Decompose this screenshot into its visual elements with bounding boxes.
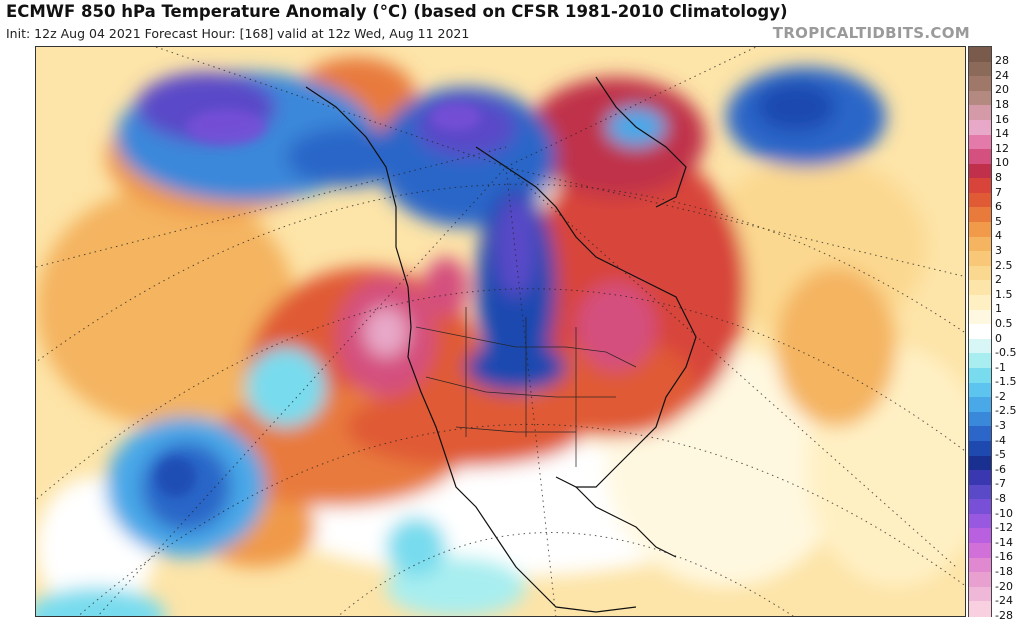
colorbar-tick-label: -24 — [995, 594, 1013, 608]
colorbar-swatch — [969, 353, 991, 369]
colorbar-swatch — [969, 426, 991, 442]
colorbar-tick-label: 16 — [995, 112, 1009, 126]
colorbar-swatch — [969, 134, 991, 150]
colorbar-swatch — [969, 192, 991, 209]
colorbar-tick-label: 18 — [995, 98, 1009, 112]
colorbar-tick-label: -1 — [995, 360, 1006, 374]
colorbar-swatch — [969, 265, 991, 282]
colorbar-tick-label: 6 — [995, 200, 1002, 214]
colorbar-swatch — [969, 324, 991, 340]
colorbar-tick-label: 4 — [995, 229, 1002, 243]
map-title: ECMWF 850 hPa Temperature Anomaly (°C) (… — [6, 2, 788, 21]
colorbar-swatch — [969, 178, 991, 194]
anomaly-map — [35, 46, 966, 617]
colorbar-tick-label: -12 — [995, 521, 1013, 535]
colorbar-tick-label: -10 — [995, 506, 1013, 520]
colorbar-tick-label: -8 — [995, 491, 1006, 505]
colorbar-tick-label: -7 — [995, 477, 1006, 491]
colorbar-swatch — [969, 295, 991, 311]
colorbar-tick-label: -20 — [995, 579, 1013, 593]
colorbar-tick-label: -1.5 — [995, 375, 1017, 389]
colorbar-tick-label: -3 — [995, 419, 1006, 433]
colorbar-swatch — [969, 557, 991, 573]
colorbar-swatch — [969, 222, 991, 238]
map-canvas — [36, 47, 965, 616]
site-watermark: TROPICALTIDBITS.COM — [772, 24, 970, 42]
colorbar-swatch — [969, 513, 991, 530]
colorbar-swatch — [969, 309, 991, 325]
colorbar-tick-label: 20 — [995, 83, 1009, 97]
colorbar-tick-label: -28 — [995, 608, 1013, 622]
colorbar-swatch — [969, 411, 991, 427]
colorbar-swatch — [969, 484, 991, 500]
color-scale-labels: 28 24 20 18 16 14 12 10 8 7 6 5 4 3 2.5 2 1.5 1 0.5 0 -0.5 -1… — [995, 46, 1024, 621]
colorbar-swatch — [969, 528, 991, 544]
colorbar-tick-label: 0 — [995, 331, 1002, 345]
colorbar-swatch — [969, 586, 991, 602]
colorbar-swatch — [969, 440, 991, 457]
colorbar-swatch — [969, 76, 991, 92]
colorbar-swatch — [969, 47, 991, 63]
colorbar-tick-label: -14 — [995, 535, 1013, 549]
colorbar-swatch — [969, 382, 991, 398]
colorbar-swatch — [969, 572, 991, 588]
colorbar-tick-label: -16 — [995, 550, 1013, 564]
colorbar-swatch — [969, 338, 991, 354]
colorbar-tick-label: 7 — [995, 185, 1002, 199]
colorbar-swatch — [969, 397, 991, 413]
forecast-info: Init: 12z Aug 04 2021 Forecast Hour: [16… — [6, 26, 470, 41]
colorbar-swatch — [969, 61, 991, 77]
coastlines — [305, 76, 697, 613]
colorbar-swatch — [969, 149, 991, 165]
colorbar-tick-label: 1.5 — [995, 287, 1013, 301]
colorbar-tick-label: 5 — [995, 214, 1002, 228]
colorbar-tick-label: 8 — [995, 171, 1002, 184]
colorbar-swatch — [969, 601, 991, 617]
colorbar-swatch — [969, 119, 991, 136]
colorbar-tick-label: 2.5 — [995, 258, 1013, 272]
colorbar-swatch — [969, 543, 991, 559]
colorbar-tick-label: 3 — [995, 243, 1002, 257]
colorbar-swatch — [969, 280, 991, 296]
colorbar-tick-label: -2.5 — [995, 404, 1017, 418]
colorbar-tick-label: -6 — [995, 462, 1006, 476]
colorbar-tick-label: -2 — [995, 389, 1006, 403]
colorbar-tick-label: 1 — [995, 302, 1002, 316]
graticule — [36, 47, 965, 616]
colorbar-swatch — [969, 207, 991, 223]
colorbar-tick-label: 24 — [995, 68, 1009, 82]
borders — [415, 307, 637, 467]
colorbar-swatch — [969, 499, 991, 515]
colorbar-tick-label: -4 — [995, 433, 1006, 447]
colorbar-tick-label: 2 — [995, 273, 1002, 287]
colorbar-tick-label: -18 — [995, 564, 1013, 578]
colorbar-tick-label: 14 — [995, 127, 1009, 141]
colorbar-tick-label: -5 — [995, 448, 1006, 462]
colorbar-swatch — [969, 236, 991, 252]
colorbar-swatch — [969, 90, 991, 106]
colorbar-swatch — [969, 105, 991, 121]
colorbar-swatch — [969, 455, 991, 471]
colorbar-tick-label: -0.5 — [995, 346, 1017, 360]
colorbar-swatch — [969, 367, 991, 384]
colorbar-tick-label: 12 — [995, 141, 1009, 155]
colorbar-swatch — [969, 251, 991, 267]
colorbar-tick-label: 28 — [995, 54, 1009, 68]
color-scale-bar — [968, 46, 992, 617]
colorbar-swatch — [969, 470, 991, 486]
colorbar-tick-label: 0.5 — [995, 316, 1013, 330]
colorbar-tick-label: 10 — [995, 156, 1009, 170]
colorbar-swatch — [969, 163, 991, 179]
